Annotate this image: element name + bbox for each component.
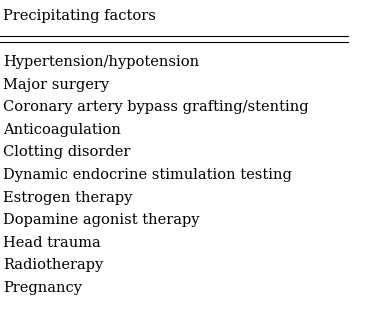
Text: Hypertension/hypotension: Hypertension/hypotension (3, 55, 199, 69)
Text: Head trauma: Head trauma (3, 236, 101, 250)
Text: Major surgery: Major surgery (3, 78, 110, 92)
Text: Estrogen therapy: Estrogen therapy (3, 191, 133, 205)
Text: Radiotherapy: Radiotherapy (3, 258, 104, 273)
Text: Coronary artery bypass grafting/stenting: Coronary artery bypass grafting/stenting (3, 100, 309, 114)
Text: Pregnancy: Pregnancy (3, 281, 83, 295)
Text: Dopamine agonist therapy: Dopamine agonist therapy (3, 213, 200, 227)
Text: Dynamic endocrine stimulation testing: Dynamic endocrine stimulation testing (3, 168, 292, 182)
Text: Clotting disorder: Clotting disorder (3, 145, 131, 160)
Text: Precipitating factors: Precipitating factors (3, 9, 157, 24)
Text: Anticoagulation: Anticoagulation (3, 123, 121, 137)
